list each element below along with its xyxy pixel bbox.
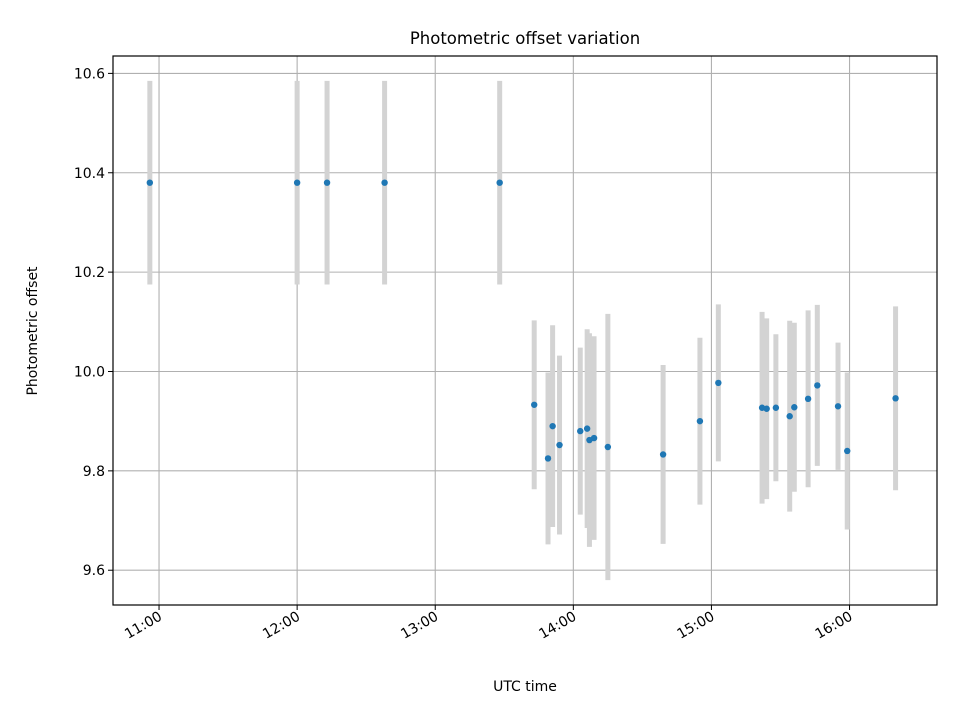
data-point (293, 179, 301, 186)
data-point (715, 379, 722, 387)
data-point (590, 434, 598, 442)
data-point (659, 451, 667, 458)
data-point (763, 405, 770, 412)
data-point (146, 179, 154, 186)
grid-lines (113, 56, 937, 605)
data-points (146, 179, 899, 462)
y-axis: 9.6 9.8 10.0 10.2 10.4 10.6 (74, 66, 113, 579)
y-axis-label: Photometric offset (25, 266, 41, 396)
data-point (786, 413, 793, 420)
data-point (791, 404, 798, 411)
data-point (549, 422, 556, 430)
y-tick-label: 9.8 (83, 464, 105, 480)
data-point (892, 395, 899, 402)
data-point (804, 395, 812, 403)
data-point (583, 425, 591, 432)
data-point (544, 455, 552, 462)
x-axis-label: UTC time (493, 679, 557, 695)
data-point (814, 382, 821, 389)
data-point (844, 447, 851, 455)
data-point (604, 443, 612, 451)
plot-frame (112, 55, 938, 606)
chart-title: Photometric offset variation (410, 29, 640, 48)
y-tick-label: 10.6 (74, 66, 105, 82)
data-point (696, 417, 704, 425)
data-point (556, 441, 563, 449)
y-tick-label: 10.2 (74, 265, 105, 281)
data-point (772, 404, 780, 411)
y-tick-label: 9.6 (83, 563, 105, 579)
data-point (323, 179, 331, 186)
data-point (381, 179, 388, 186)
y-tick-label: 10.0 (74, 364, 105, 380)
y-tick-label: 10.4 (74, 166, 105, 182)
data-point (531, 401, 538, 408)
data-point (496, 179, 503, 186)
data-point (834, 403, 842, 410)
data-point (577, 427, 584, 435)
